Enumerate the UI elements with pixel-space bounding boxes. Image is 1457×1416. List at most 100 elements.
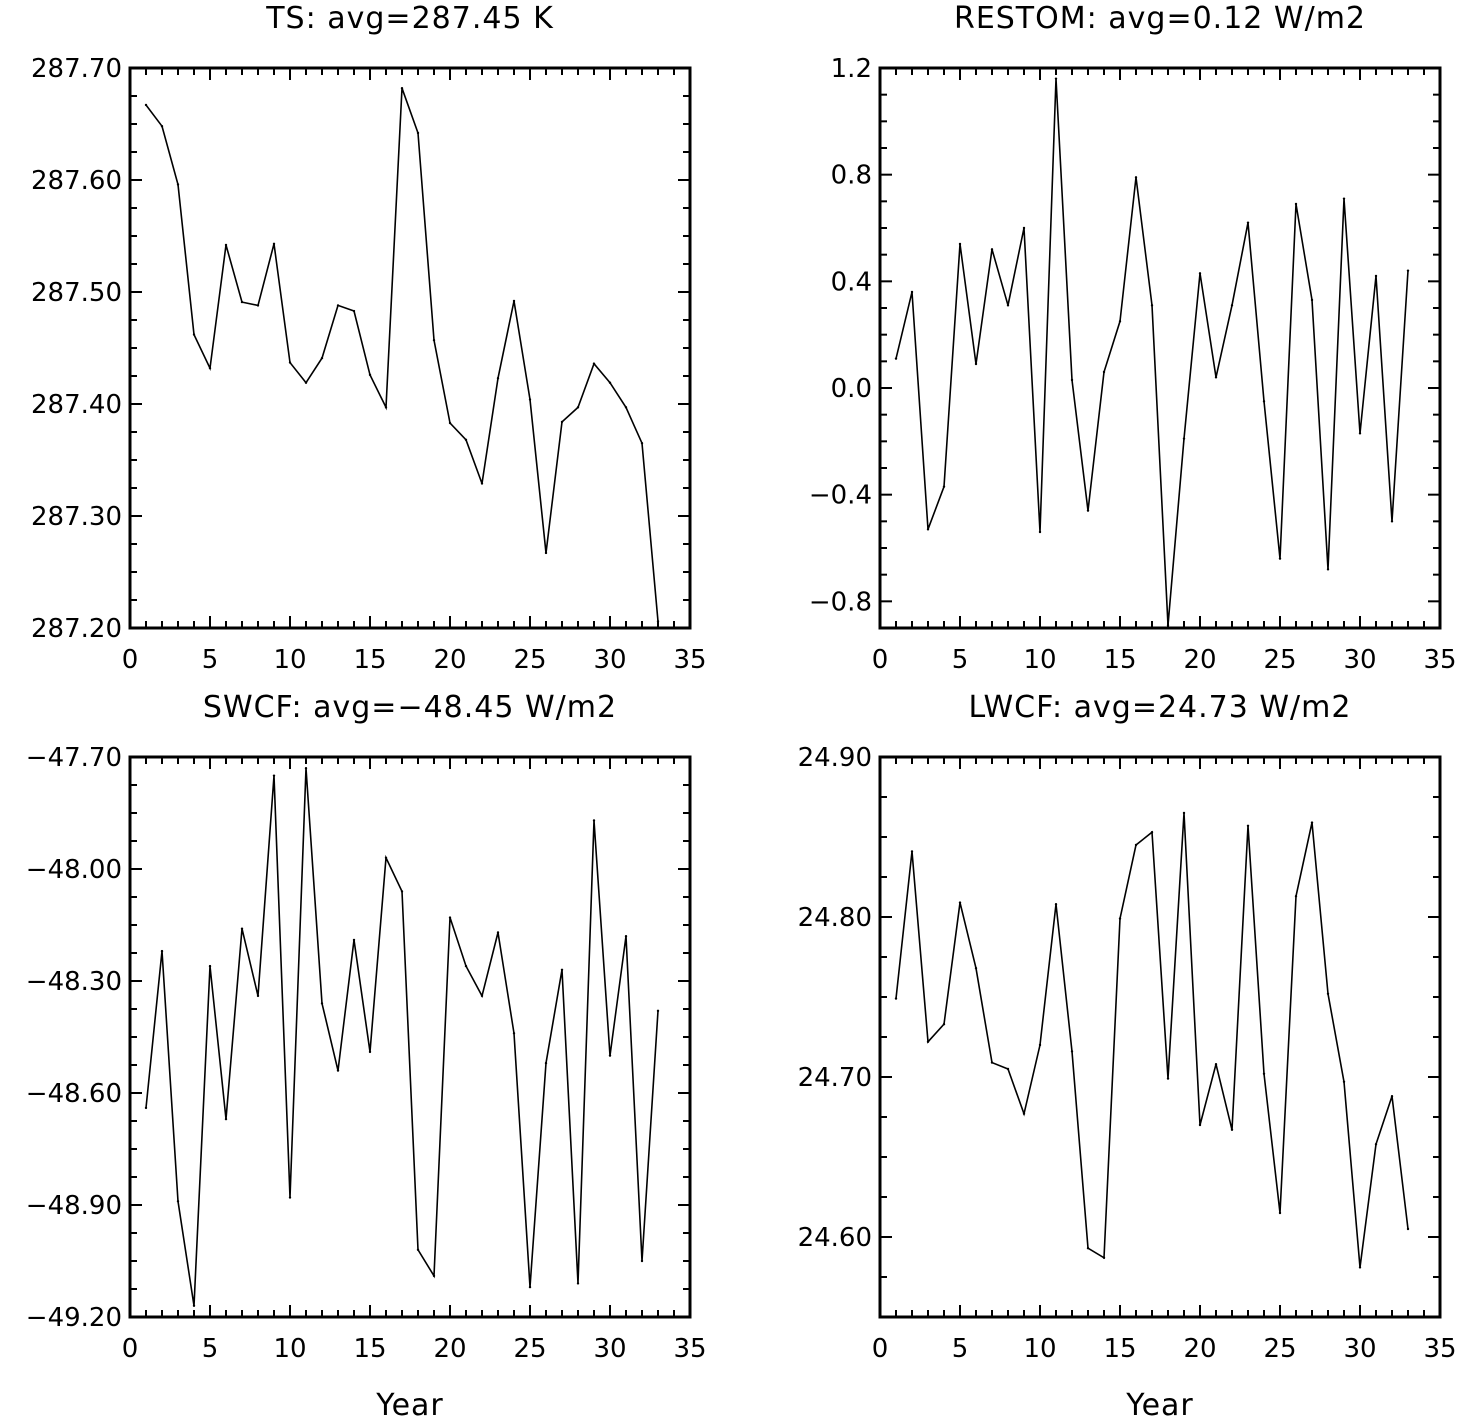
y-tick-label: −48.90	[26, 1191, 122, 1221]
x-tick-label: 0	[872, 645, 889, 675]
x-tick-label: 0	[872, 1334, 889, 1364]
data-point	[384, 406, 388, 409]
y-tick-label: −0.4	[809, 481, 872, 511]
data-point	[336, 304, 340, 307]
series-line	[895, 78, 1409, 626]
x-tick-label: 25	[1263, 645, 1296, 675]
data-point	[1246, 221, 1250, 224]
data-point	[256, 304, 260, 307]
data-point	[990, 1061, 994, 1064]
x-tick-label: 15	[1103, 1334, 1136, 1364]
x-tick-label: 10	[273, 645, 306, 675]
data-point	[656, 620, 660, 623]
data-point	[1070, 378, 1074, 382]
data-point	[1070, 1050, 1074, 1053]
data-point	[336, 1069, 340, 1072]
x-tick-label: 25	[513, 1334, 546, 1364]
data-point	[320, 356, 324, 360]
x-axis-label: Year	[375, 1388, 444, 1416]
data-point	[1102, 370, 1106, 374]
data-point	[1406, 1227, 1410, 1231]
y-tick-label: −47.70	[26, 743, 122, 773]
data-point	[926, 1040, 930, 1044]
data-point	[272, 242, 276, 246]
data-point	[288, 1196, 292, 1199]
data-point	[192, 1304, 196, 1308]
data-point	[926, 528, 930, 531]
data-point	[432, 1274, 436, 1278]
chart-title: SWCF: avg=−48.45 W/m2	[203, 690, 617, 725]
data-point	[528, 1285, 532, 1289]
data-point	[1278, 1211, 1282, 1215]
data-point	[656, 1009, 660, 1013]
y-tick-label: 24.60	[798, 1223, 872, 1253]
x-tick-label: 15	[1103, 645, 1136, 675]
data-point	[1310, 298, 1314, 302]
y-tick-label: 24.70	[798, 1063, 872, 1093]
x-tick-label: 30	[1343, 1334, 1376, 1364]
y-tick-label: 287.30	[31, 502, 122, 532]
data-point	[1038, 1043, 1042, 1047]
x-tick-label: 5	[952, 645, 969, 675]
x-tick-label: 10	[1023, 1334, 1056, 1364]
data-point	[1374, 274, 1378, 278]
x-tick-label: 25	[513, 645, 546, 675]
y-tick-label: 287.20	[31, 614, 122, 644]
data-point	[240, 927, 244, 930]
data-point	[144, 103, 148, 107]
data-point	[1086, 1247, 1090, 1250]
x-tick-label: 30	[1343, 645, 1376, 675]
data-point	[528, 398, 532, 401]
data-point	[1134, 843, 1138, 847]
y-tick-label: −0.8	[809, 587, 872, 617]
x-tick-label: 10	[273, 1334, 306, 1364]
x-tick-label: 10	[1023, 645, 1056, 675]
data-point	[256, 994, 260, 998]
data-point	[1118, 320, 1122, 323]
data-point	[1054, 903, 1058, 906]
data-point	[1230, 1128, 1234, 1132]
data-point	[1182, 437, 1186, 440]
data-point	[958, 242, 962, 246]
data-point	[1022, 226, 1026, 230]
data-point	[512, 1032, 516, 1035]
data-point	[1182, 811, 1186, 815]
data-point	[1006, 1067, 1010, 1071]
y-tick-label: 1.2	[831, 54, 872, 84]
data-point	[416, 131, 420, 135]
data-point	[1294, 895, 1298, 898]
x-tick-label: 20	[1183, 1334, 1216, 1364]
data-point	[576, 1282, 580, 1285]
data-point	[576, 406, 580, 409]
data-point	[160, 949, 164, 953]
data-point	[1294, 202, 1298, 206]
data-point	[208, 964, 212, 968]
x-tick-label: 0	[122, 645, 139, 675]
data-point	[400, 86, 404, 90]
data-point	[496, 931, 500, 934]
data-point	[1022, 1112, 1026, 1116]
y-tick-label: 287.70	[31, 54, 122, 84]
data-point	[1134, 176, 1138, 179]
data-point	[1374, 1143, 1378, 1146]
data-point	[894, 997, 898, 1000]
data-point	[368, 1050, 372, 1054]
data-point	[512, 299, 516, 303]
data-point	[1166, 1077, 1170, 1080]
x-axis-label: Year	[1125, 1388, 1194, 1416]
data-point	[352, 309, 356, 313]
data-point	[608, 1054, 612, 1057]
data-point	[910, 850, 914, 853]
data-point	[624, 935, 628, 938]
data-point	[624, 406, 628, 409]
data-point	[272, 774, 276, 777]
x-tick-label: 5	[202, 1334, 219, 1364]
data-point	[176, 1200, 180, 1203]
data-point	[432, 338, 436, 342]
plot-frame	[878, 755, 1442, 1319]
y-tick-label: −48.60	[26, 1079, 122, 1109]
data-point	[160, 125, 164, 128]
data-point	[592, 819, 596, 822]
data-point	[304, 767, 308, 770]
